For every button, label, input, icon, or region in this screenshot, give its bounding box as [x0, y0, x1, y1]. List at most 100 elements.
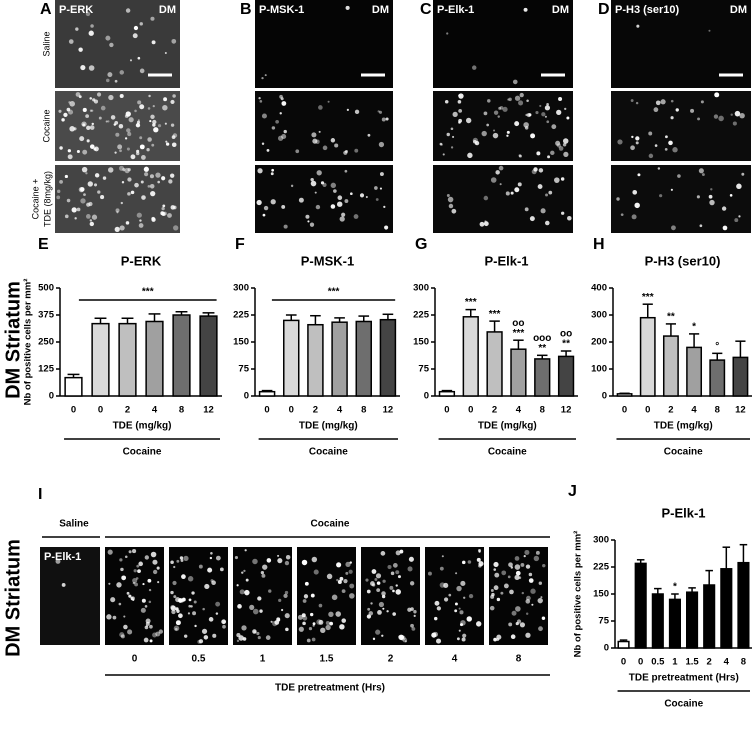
cell-dot [124, 555, 128, 559]
bar [91, 322, 110, 397]
cell-dot [126, 128, 131, 133]
x-tick-label: 12 [203, 405, 214, 416]
cell-dot [114, 121, 119, 125]
cell-dot [729, 194, 733, 197]
cell-dot [67, 149, 71, 153]
time-label: 4 [452, 654, 458, 665]
cell-dot [454, 602, 458, 606]
cell-dot [212, 633, 217, 638]
cell-dot [149, 184, 155, 189]
cell-dot [106, 614, 112, 620]
cell-dot [69, 101, 76, 107]
cell-dot [427, 571, 432, 576]
cell-dot [136, 120, 141, 124]
cell-dot [207, 567, 213, 573]
bar [662, 335, 679, 397]
cell-dot [443, 582, 449, 588]
cell-dot [68, 109, 74, 115]
cell-dot [452, 135, 455, 139]
cell-dot [302, 621, 306, 626]
x-tick-label: 0 [622, 405, 627, 416]
cell-dot [307, 220, 310, 223]
cell-dot [525, 612, 529, 615]
cell-dot [382, 607, 385, 610]
cell-dot [465, 117, 472, 124]
cell-dot [176, 559, 180, 563]
y-tick-label: 0 [244, 391, 249, 402]
cell-dot [525, 632, 531, 638]
cell-dot [336, 201, 343, 207]
cell-dot [162, 204, 166, 208]
cell-dot [493, 568, 497, 571]
y-tick-label: 300 [591, 310, 607, 321]
cell-dot [270, 199, 276, 205]
cell-dot [153, 127, 159, 133]
cell-dot [139, 104, 145, 110]
cell-dot [149, 119, 152, 123]
y-tick-label: 200 [591, 337, 607, 348]
cell-dot [333, 189, 337, 193]
cell-dot [157, 180, 161, 184]
cell-dot [354, 148, 359, 153]
cell-dot [392, 589, 395, 593]
cell-dot [665, 135, 668, 139]
cell-dot [460, 580, 466, 586]
cell-dot [164, 51, 167, 55]
cell-dot [149, 624, 153, 629]
cell-dot [257, 636, 261, 640]
cell-dot [312, 138, 318, 144]
cell-dot [318, 603, 323, 608]
cell-dot [192, 611, 197, 616]
cell-dot [322, 145, 328, 151]
cell-dot [261, 142, 265, 145]
cell-dot [339, 216, 345, 222]
cell-dot [481, 130, 487, 137]
cell-dot [374, 186, 378, 190]
bar [355, 320, 372, 397]
cell-dot [518, 100, 524, 106]
cell-dot [558, 96, 563, 102]
group-label: Cocaine [664, 447, 703, 458]
cell-dot [631, 214, 637, 220]
cell-dot [519, 622, 526, 628]
cell-dot [478, 550, 481, 553]
bar [634, 562, 647, 649]
cell-dot [172, 580, 177, 586]
cell-dot [136, 564, 140, 568]
cell-dot [183, 634, 188, 638]
cell-dot [448, 203, 454, 209]
cell-dot [558, 146, 564, 151]
cell-dot [526, 99, 529, 103]
cell-dot [170, 123, 175, 127]
cell-dot [617, 139, 623, 145]
cell-dot [459, 610, 464, 615]
cell-dot [562, 143, 567, 147]
cell-dot [170, 99, 175, 105]
cell-dot [734, 218, 739, 223]
cell-dot [66, 107, 71, 112]
x-tick-label: 4 [516, 405, 522, 416]
y-tick-label: 0 [424, 391, 429, 402]
cell-dot [241, 571, 244, 574]
cell-dot [135, 151, 140, 156]
cell-dot [541, 112, 546, 117]
cell-dot [193, 600, 197, 604]
cell-dot [392, 562, 398, 568]
cell-dot [410, 623, 414, 628]
cell-dot [127, 167, 131, 172]
cell-dot [279, 112, 282, 115]
cell-dot [374, 578, 378, 581]
cell-dot [371, 569, 377, 574]
cell-dot [518, 154, 522, 157]
cell-dot [134, 109, 137, 113]
cell-dot [399, 549, 404, 554]
x-tick-label: 1 [672, 657, 678, 668]
cell-dot [510, 634, 516, 640]
cell-dot [370, 602, 373, 605]
cell-dot [514, 187, 520, 193]
cell-dot [150, 551, 157, 558]
time-label: 1.5 [320, 654, 334, 665]
cell-dot [144, 555, 149, 560]
cell-dot [256, 631, 260, 636]
cell-dot [493, 129, 496, 132]
